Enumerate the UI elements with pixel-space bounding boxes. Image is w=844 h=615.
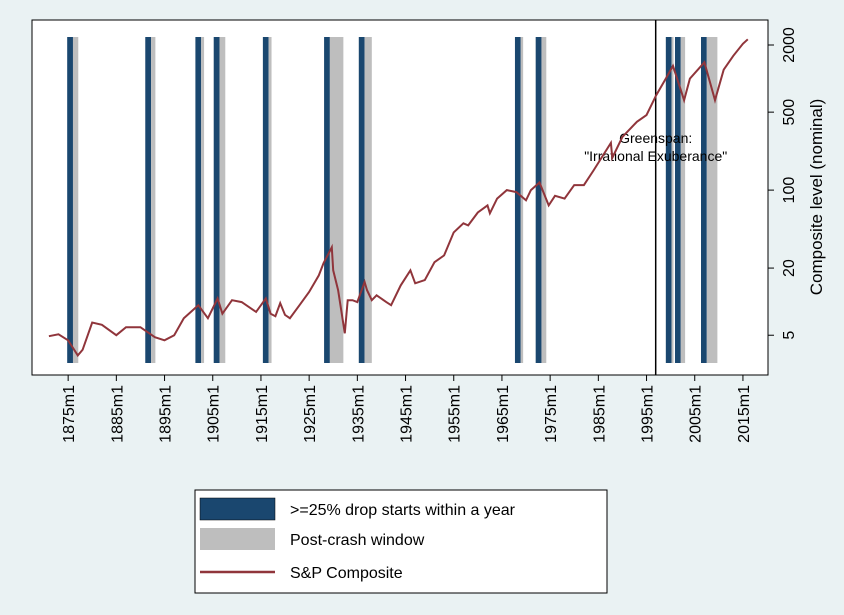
x-tick-label: 2005m1 [688, 385, 705, 443]
plot-layer [67, 37, 718, 363]
x-tick-label: 1895m1 [158, 385, 175, 443]
span [364, 37, 372, 363]
span [72, 37, 79, 363]
legend-label: >=25% drop starts within a year [290, 502, 516, 519]
legend-label: Post-crash window [290, 532, 425, 549]
x-tick-label: 1985m1 [591, 385, 608, 443]
span [514, 37, 521, 363]
x-tick-label: 1955m1 [447, 385, 464, 443]
span [67, 37, 73, 363]
legend-label: S&P Composite [290, 565, 403, 582]
x-tick-label: 1945m1 [399, 385, 416, 443]
x-tick-label: 1925m1 [302, 385, 319, 443]
annotation-text: Greenspan: [619, 130, 692, 146]
y-tick-label: 5 [781, 331, 798, 340]
span [701, 37, 707, 363]
y-axis-title: Composite level (nominal) [807, 99, 826, 296]
y-tick-label: 100 [781, 177, 798, 204]
span [151, 37, 156, 363]
span [324, 37, 330, 363]
span [671, 37, 674, 363]
x-tick-label: 1935m1 [350, 385, 367, 443]
price-line [48, 38, 749, 358]
x-tick-label: 1885m1 [109, 385, 126, 443]
span [329, 37, 344, 363]
x-tick-label: 2015m1 [736, 385, 753, 443]
span [219, 37, 226, 363]
span [358, 37, 365, 363]
span [262, 37, 269, 363]
span [268, 37, 272, 363]
annotation-text: "Irrational Exuberance" [584, 148, 727, 164]
legend-swatch [200, 528, 275, 550]
span [213, 37, 220, 363]
span [535, 37, 542, 363]
span [665, 37, 672, 363]
y-tick-label: 2000 [781, 27, 798, 63]
span [680, 37, 686, 363]
span [145, 37, 152, 363]
span [520, 37, 524, 363]
y-tick-label: 500 [781, 99, 798, 126]
x-tick-label: 1965m1 [495, 385, 512, 443]
plot-area [31, 19, 769, 376]
x-tick-label: 1915m1 [254, 385, 271, 443]
x-tick-label: 1975m1 [543, 385, 560, 443]
span [674, 37, 681, 363]
x-tick-label: 1905m1 [206, 385, 223, 443]
y-tick-label: 20 [781, 259, 798, 277]
x-tick-label: 1995m1 [640, 385, 657, 443]
span [706, 37, 718, 363]
span [541, 37, 547, 363]
legend-swatch [199, 497, 276, 521]
x-tick-label: 1875m1 [61, 385, 78, 443]
span [201, 37, 205, 363]
span [195, 37, 202, 363]
